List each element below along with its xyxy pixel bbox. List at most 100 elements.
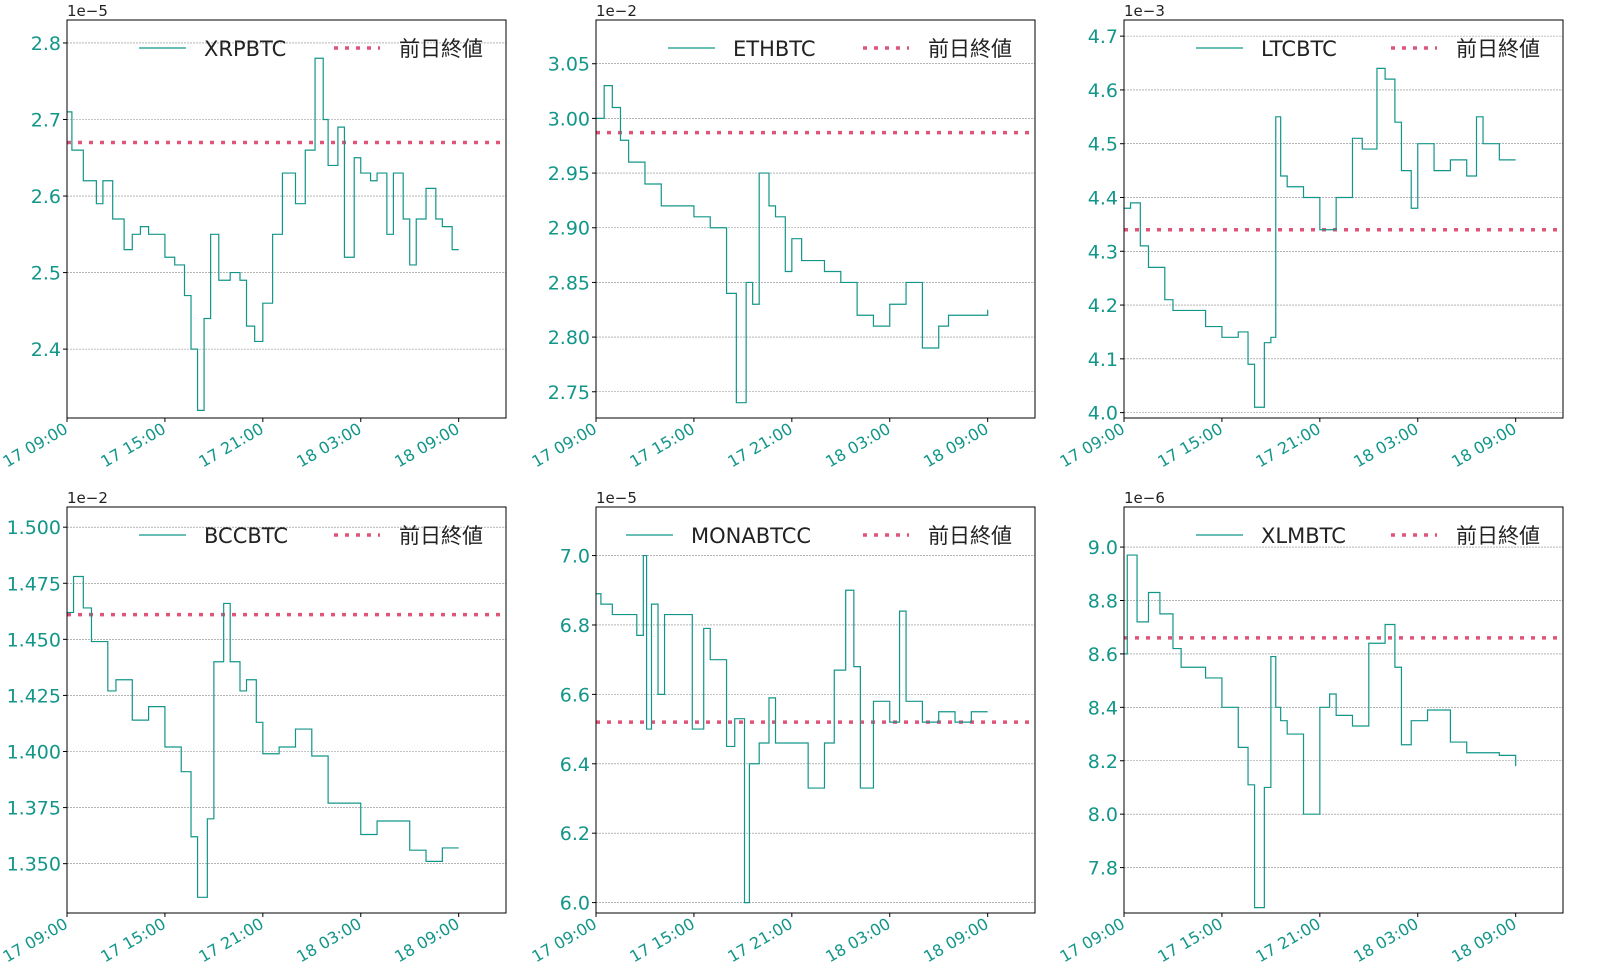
y-tick-label: 2.80: [548, 327, 590, 349]
price-series-line: [1124, 554, 1517, 909]
plot-frame: [66, 19, 507, 419]
x-tick-label: 18 03:00: [1350, 419, 1421, 471]
price-series-line: [67, 575, 459, 898]
chart-panel-xlmbtc: 7.8 8.0 8.2 8.4 8.6 8.8 9.0 1e−6 17 09:00 17 15:0…: [1057, 489, 1564, 966]
chart-panel-monabtcc: 6.0 6.2 6.4 6.6 6.8 7.0 1e−5 17 09:00 17 15:00 17…: [529, 489, 1036, 966]
y-tick-label: 8.2: [1088, 751, 1118, 773]
axis-offset-label: 1e−6: [1124, 489, 1165, 507]
y-tick-label: 7.8: [1088, 858, 1118, 880]
axis-offset-label: 1e−5: [596, 489, 637, 507]
plot-frame: [1123, 19, 1564, 419]
y-tick-label: 2.5: [31, 263, 61, 285]
legend-prev-close-label: 前日終値: [1456, 524, 1540, 548]
y-tick-label: 2.85: [548, 272, 590, 294]
y-tick-label: 4.0: [1088, 403, 1118, 425]
legend-series-label: XRPBTC: [204, 37, 286, 61]
x-tick-label: 17 21:00: [195, 914, 266, 966]
y-tick-label: 2.75: [548, 382, 590, 404]
y-tick-label: 2.4: [31, 339, 61, 361]
y-tick-label: 1.375: [7, 798, 61, 820]
y-tick-label: 8.8: [1088, 590, 1118, 612]
y-tick-label: 3.05: [548, 54, 590, 76]
chart-panel-ethbtc: 2.75 2.80 2.85 2.90 2.95 3.00 3.05 1e−2 17 09:00…: [529, 2, 1036, 471]
axis-offset-label: 1e−2: [67, 489, 108, 507]
y-tick-label: 6.6: [560, 684, 590, 706]
y-tick-label: 1.350: [7, 854, 61, 876]
x-tick-label: 17 15:00: [97, 419, 168, 471]
chart-panel-bccbtc: 1.350 1.375 1.400 1.425 1.450 1.475 1.500 1e−2 1…: [0, 489, 507, 966]
x-tick-label: 17 21:00: [724, 419, 795, 471]
axis-offset-label: 1e−2: [596, 2, 637, 20]
y-tick-label: 1.500: [7, 517, 61, 539]
y-tick-label: 2.6: [31, 186, 61, 208]
x-tick-label: 18 03:00: [293, 419, 364, 471]
y-tick-label: 4.7: [1088, 26, 1118, 48]
legend-series-label: ETHBTC: [733, 37, 816, 61]
x-tick-label: 17 21:00: [195, 419, 266, 471]
x-tick-label: 17 15:00: [1154, 419, 1225, 471]
y-tick-label: 6.0: [560, 893, 590, 915]
y-tick-label: 7.0: [560, 546, 590, 568]
y-tick-label: 4.6: [1088, 80, 1118, 102]
y-tick-label: 2.8: [31, 33, 61, 55]
y-tick-label: 1.400: [7, 741, 61, 763]
price-series-line: [596, 554, 988, 904]
legend-prev-close-label: 前日終値: [928, 37, 1012, 61]
x-tick-label: 17 15:00: [626, 914, 697, 966]
y-tick-label: 3.00: [548, 108, 590, 130]
axis-offset-label: 1e−3: [1124, 2, 1165, 20]
y-tick-label: 2.90: [548, 218, 590, 240]
x-tick-label: 18 03:00: [1350, 914, 1421, 966]
y-tick-label: 8.4: [1088, 697, 1118, 719]
chart-panel-ltcbtc: 4.0 4.1 4.2 4.3 4.4 4.5 4.6 4.7 1e−3 17 09:00 17 1…: [1057, 2, 1564, 471]
x-tick-label: 17 15:00: [97, 914, 168, 966]
x-tick-label: 18 03:00: [293, 914, 364, 966]
x-tick-label: 17 21:00: [724, 914, 795, 966]
legend-series-label: BCCBTC: [204, 524, 288, 548]
x-tick-label: 18 09:00: [920, 914, 991, 966]
y-tick-label: 4.1: [1088, 349, 1118, 371]
price-series-line: [1124, 67, 1516, 408]
x-tick-label: 18 09:00: [1448, 914, 1519, 966]
y-tick-label: 8.0: [1088, 804, 1118, 826]
x-tick-label: 18 03:00: [822, 419, 893, 471]
x-tick-label: 17 09:00: [529, 914, 600, 966]
chart-panel-xrpbtc: 2.4 2.5 2.6 2.7 2.8 1e−5 17 09:00 17 15:00 17 21…: [0, 2, 507, 471]
axis-offset-label: 1e−5: [67, 2, 108, 20]
legend-prev-close-label: 前日終値: [1456, 37, 1540, 61]
plot-frame: [1123, 506, 1564, 914]
legend-prev-close-label: 前日終値: [399, 524, 483, 548]
x-tick-label: 18 09:00: [391, 419, 462, 471]
x-tick-label: 18 09:00: [1448, 419, 1519, 471]
plot-frame: [66, 506, 507, 914]
price-series-line: [596, 85, 989, 404]
y-tick-label: 9.0: [1088, 537, 1118, 559]
y-tick-label: 6.2: [560, 823, 590, 845]
y-tick-label: 1.425: [7, 685, 61, 707]
x-tick-label: 18 09:00: [920, 419, 991, 471]
price-series-line: [67, 57, 459, 411]
y-tick-label: 4.3: [1088, 241, 1118, 263]
plot-frame: [595, 506, 1036, 914]
x-tick-label: 17 21:00: [1252, 914, 1323, 966]
y-tick-label: 1.450: [7, 629, 61, 651]
x-tick-label: 17 09:00: [1057, 419, 1128, 471]
x-tick-label: 17 09:00: [529, 419, 600, 471]
y-tick-label: 4.2: [1088, 295, 1118, 317]
legend-prev-close-label: 前日終値: [928, 524, 1012, 548]
y-tick-label: 4.5: [1088, 134, 1118, 156]
y-tick-label: 4.4: [1088, 187, 1118, 209]
x-tick-label: 18 03:00: [822, 914, 893, 966]
y-tick-label: 2.95: [548, 163, 590, 185]
y-tick-label: 1.475: [7, 573, 61, 595]
x-tick-label: 17 15:00: [1154, 914, 1225, 966]
x-tick-label: 17 15:00: [626, 419, 697, 471]
legend-series-label: MONABTCC: [691, 524, 811, 548]
x-tick-label: 17 09:00: [0, 914, 71, 966]
y-tick-label: 6.8: [560, 615, 590, 637]
y-tick-label: 6.4: [560, 754, 590, 776]
y-tick-label: 8.6: [1088, 644, 1118, 666]
x-tick-label: 18 09:00: [391, 914, 462, 966]
x-tick-label: 17 09:00: [1057, 914, 1128, 966]
